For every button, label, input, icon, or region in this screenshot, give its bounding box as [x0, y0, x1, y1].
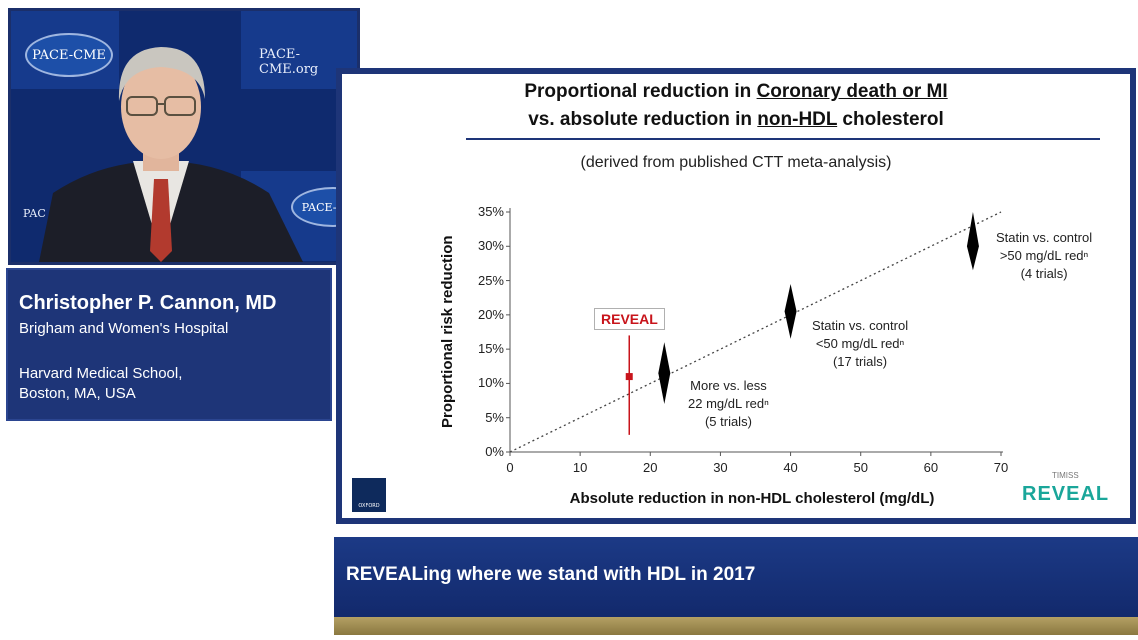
annotation-statin-lt50: Statin vs. control <50 mg/dL redⁿ (17 tr… — [812, 317, 908, 371]
x-tick-label: 10 — [572, 460, 588, 475]
diamond-marker — [784, 284, 797, 339]
reveal-logo: REVEAL — [1022, 483, 1110, 505]
annotation-more-vs-less: More vs. less 22 mg/dL redⁿ (5 trials) — [688, 377, 769, 431]
annotation-line: Statin vs. control — [996, 230, 1093, 245]
speaker-affiliation: Brigham and Women's Hospital — [19, 320, 229, 337]
x-tick-label: 40 — [783, 460, 798, 475]
title-text: cholesterol — [837, 109, 944, 130]
banner-title: REVEALing where we stand with HDL in 201… — [346, 564, 756, 585]
speaker-video: PACE-CME PACE-CME.org PACE-CME PAC — [8, 8, 360, 265]
lower-third-banner: REVEALing where we stand with HDL in 201… — [334, 537, 1138, 617]
y-tick-label: 20% — [477, 306, 504, 322]
y-tick-label: 0% — [485, 444, 504, 459]
annotation-line: 22 mg/dL redⁿ — [688, 396, 769, 411]
annotation-statin-gt50: Statin vs. control >50 mg/dL redⁿ (4 tri… — [996, 229, 1092, 283]
x-tick-label: 20 — [643, 460, 658, 475]
title-emphasis: Coronary death or MI — [756, 81, 948, 102]
partial-logo-text: PAC — [23, 207, 46, 220]
title-text: vs. absolute reduction in — [528, 109, 758, 130]
diamond-marker — [658, 342, 671, 404]
annotation-line: <50 mg/dL redⁿ — [815, 336, 905, 351]
diamond-marker — [966, 212, 979, 271]
title-text: Proportional reduction in — [524, 81, 757, 102]
slide-title-line1: Proportional reduction in Coronary death… — [342, 81, 1130, 103]
annotation-line: More vs. less — [690, 378, 767, 393]
oxford-logo: OXFORD — [352, 478, 386, 512]
annotation-line: (5 trials) — [704, 414, 752, 429]
reveal-logo-tag: TIMISS — [1052, 471, 1079, 480]
y-tick-label: 25% — [477, 272, 504, 288]
annotation-line: Statin vs. control — [812, 318, 909, 333]
speaker-name: Christopher P. Cannon, MD — [19, 292, 277, 314]
x-tick-label: 70 — [993, 460, 1009, 475]
title-emphasis: non-HDL — [757, 109, 838, 130]
site-text: PACE-CME.org — [259, 47, 319, 77]
speaker-figure — [39, 47, 303, 262]
chart — [506, 208, 1003, 456]
slide-title-line2: vs. absolute reduction in non-HDL choles… — [342, 109, 1130, 131]
y-tick-label: 30% — [477, 238, 504, 254]
x-tick-label: 60 — [923, 460, 939, 475]
x-tick-label: 50 — [853, 460, 868, 475]
slide-subtitle: (derived from published CTT meta-analysi… — [580, 154, 892, 171]
logo-text: PACE-CME — [32, 47, 106, 63]
y-tick-label: 35% — [477, 204, 504, 219]
speaker-location: Boston, MA, USA — [19, 385, 136, 402]
annotation-line: >50 mg/dL redⁿ — [999, 248, 1089, 263]
x-axis-title: Absolute reduction in non-HDL cholestero… — [569, 490, 935, 507]
y-axis-title: Proportional risk reduction — [439, 235, 456, 428]
banner-accent-bar — [334, 617, 1138, 635]
pace-cme-logo: PACE-CME — [25, 33, 113, 77]
y-tick-label: 10% — [477, 375, 504, 391]
annotation-line: (4 trials) — [1020, 266, 1068, 281]
x-tick-label: 0 — [506, 460, 514, 475]
annotation-line: (17 trials) — [832, 354, 888, 369]
reveal-label: REVEAL — [594, 308, 665, 330]
title-divider — [466, 138, 1100, 140]
y-tick-label: 15% — [477, 341, 504, 357]
x-tick-label: 30 — [713, 460, 728, 475]
speaker-school: Harvard Medical School, — [19, 365, 183, 382]
oxford-logo-text: OXFORD — [358, 503, 380, 509]
speaker-card: Christopher P. Cannon, MD Brigham and Wo… — [6, 268, 332, 421]
presentation-slide: Proportional reduction in Coronary death… — [336, 68, 1136, 524]
reveal-point — [625, 373, 633, 381]
y-tick-label: 5% — [485, 409, 504, 425]
trend-line — [509, 211, 1002, 453]
